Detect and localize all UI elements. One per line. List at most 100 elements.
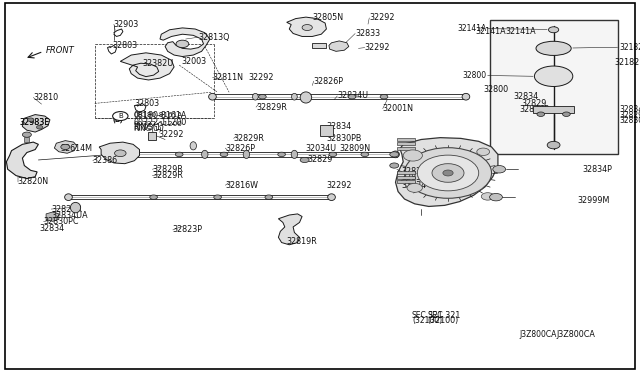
Text: 32182N: 32182N bbox=[614, 58, 640, 67]
Circle shape bbox=[113, 112, 128, 121]
Text: 32829: 32829 bbox=[522, 99, 547, 108]
Text: 32141A: 32141A bbox=[475, 27, 506, 36]
Polygon shape bbox=[396, 138, 498, 206]
Text: 32834P: 32834P bbox=[582, 165, 612, 174]
Circle shape bbox=[404, 148, 492, 198]
Bar bbox=[490, 20, 618, 154]
Circle shape bbox=[36, 125, 43, 129]
Text: 32830PC: 32830PC bbox=[44, 217, 79, 226]
Circle shape bbox=[176, 40, 189, 48]
Circle shape bbox=[380, 94, 388, 99]
Circle shape bbox=[493, 166, 506, 173]
Text: 32834: 32834 bbox=[620, 105, 640, 114]
Text: 32829R: 32829R bbox=[234, 134, 264, 143]
Text: 32829R: 32829R bbox=[51, 205, 82, 214]
Bar bbox=[397, 138, 415, 141]
Circle shape bbox=[265, 195, 273, 199]
Circle shape bbox=[390, 163, 399, 168]
Text: 32830P: 32830P bbox=[620, 116, 640, 125]
Text: 32292: 32292 bbox=[248, 73, 274, 82]
Ellipse shape bbox=[202, 150, 208, 158]
Text: J3Z800CA: J3Z800CA bbox=[520, 330, 557, 339]
Text: RING(1): RING(1) bbox=[133, 125, 162, 132]
Text: 32829R: 32829R bbox=[152, 171, 183, 180]
Text: 32830PA: 32830PA bbox=[402, 173, 436, 182]
Ellipse shape bbox=[328, 194, 335, 201]
Circle shape bbox=[407, 183, 422, 192]
Text: 32826P: 32826P bbox=[314, 77, 344, 86]
Circle shape bbox=[214, 195, 221, 199]
Bar bbox=[397, 180, 415, 183]
Text: 32829: 32829 bbox=[307, 155, 333, 164]
Bar bbox=[24, 137, 29, 142]
Text: (E): (E) bbox=[113, 116, 123, 123]
Ellipse shape bbox=[291, 150, 298, 158]
Text: J3Z800CA: J3Z800CA bbox=[557, 330, 596, 339]
Bar bbox=[148, 132, 156, 140]
Text: 32811N: 32811N bbox=[212, 73, 243, 82]
Polygon shape bbox=[278, 214, 302, 245]
Circle shape bbox=[175, 152, 183, 157]
Ellipse shape bbox=[392, 151, 399, 158]
Text: 32141A: 32141A bbox=[457, 24, 486, 33]
Text: (E): (E) bbox=[113, 115, 124, 124]
Circle shape bbox=[348, 94, 356, 99]
Text: 32803: 32803 bbox=[112, 41, 137, 50]
Circle shape bbox=[22, 132, 31, 137]
Text: 32829R: 32829R bbox=[152, 165, 183, 174]
Circle shape bbox=[361, 152, 369, 157]
Circle shape bbox=[300, 157, 309, 163]
Text: 32826P: 32826P bbox=[225, 144, 255, 153]
Text: 32829: 32829 bbox=[620, 111, 640, 120]
Text: 32810: 32810 bbox=[33, 93, 58, 102]
Text: 32382U: 32382U bbox=[142, 59, 173, 68]
Bar bbox=[397, 171, 415, 174]
Text: 32834: 32834 bbox=[326, 122, 351, 131]
Text: 32833: 32833 bbox=[355, 29, 380, 38]
Circle shape bbox=[28, 118, 34, 122]
Text: 32819R: 32819R bbox=[287, 237, 317, 246]
Bar bbox=[312, 43, 326, 48]
Text: 32834: 32834 bbox=[514, 92, 539, 101]
Text: 32983E: 32983E bbox=[19, 118, 49, 127]
Ellipse shape bbox=[243, 150, 250, 158]
Text: 32386: 32386 bbox=[93, 156, 118, 165]
Ellipse shape bbox=[292, 93, 298, 100]
Text: FRONT: FRONT bbox=[46, 46, 75, 55]
Text: 08180-8161A: 08180-8161A bbox=[133, 111, 186, 120]
Polygon shape bbox=[46, 212, 59, 221]
Text: 32003: 32003 bbox=[182, 57, 207, 66]
Circle shape bbox=[303, 94, 311, 99]
Text: 32809N: 32809N bbox=[339, 144, 371, 153]
Circle shape bbox=[115, 150, 126, 157]
Text: B: B bbox=[118, 113, 123, 119]
Circle shape bbox=[259, 94, 266, 99]
Ellipse shape bbox=[190, 142, 196, 150]
Text: 32830PB: 32830PB bbox=[326, 134, 362, 143]
Ellipse shape bbox=[111, 151, 119, 158]
Bar bbox=[397, 176, 415, 179]
Text: 32834U: 32834U bbox=[337, 92, 369, 100]
Text: 32805N: 32805N bbox=[312, 13, 344, 22]
Ellipse shape bbox=[65, 194, 72, 201]
Text: SEC.321: SEC.321 bbox=[412, 311, 444, 320]
Text: RING(1): RING(1) bbox=[133, 124, 164, 132]
Circle shape bbox=[537, 112, 545, 116]
Text: 32034U: 32034U bbox=[306, 144, 337, 153]
Circle shape bbox=[563, 112, 570, 116]
Polygon shape bbox=[287, 17, 326, 36]
Circle shape bbox=[443, 170, 453, 176]
Text: 32292: 32292 bbox=[326, 181, 352, 190]
Polygon shape bbox=[54, 141, 77, 153]
Circle shape bbox=[150, 195, 157, 199]
Polygon shape bbox=[120, 53, 174, 80]
Text: 32983E: 32983E bbox=[19, 118, 49, 127]
Text: 32800: 32800 bbox=[462, 71, 486, 80]
Text: 00322-11200: 00322-11200 bbox=[133, 118, 186, 127]
Text: 32182N: 32182N bbox=[620, 43, 640, 52]
Text: 32614M: 32614M bbox=[61, 144, 93, 153]
Text: 32813Q: 32813Q bbox=[198, 33, 230, 42]
Text: 32292: 32292 bbox=[365, 43, 390, 52]
Text: SEC.321: SEC.321 bbox=[428, 311, 461, 320]
Ellipse shape bbox=[70, 202, 81, 213]
